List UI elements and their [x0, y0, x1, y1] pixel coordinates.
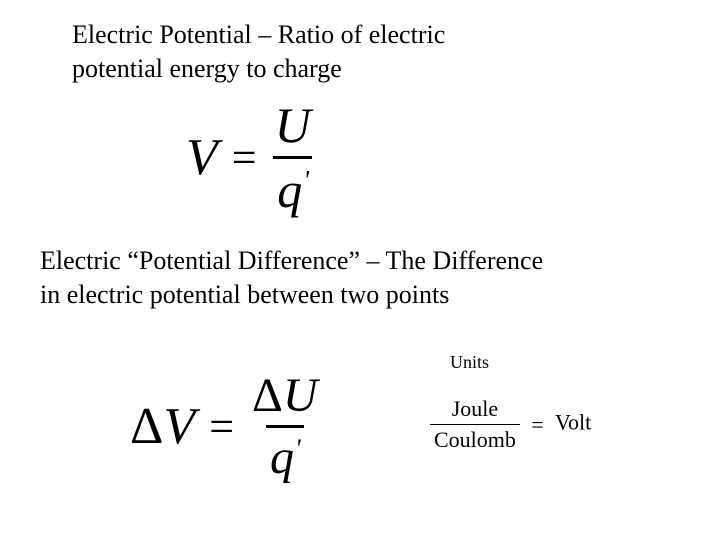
formula-fraction: U q' — [271, 96, 315, 219]
units-label: Units — [450, 352, 489, 373]
formula2-numerator: ΔU — [248, 368, 322, 425]
definition-line-2: potential energy to charge — [72, 54, 342, 83]
units-equation: Joule Coulomb = Volt — [430, 396, 591, 453]
formula-lhs: V — [186, 128, 218, 187]
units-fraction: Joule Coulomb — [430, 396, 520, 453]
formula2-lhs: ΔV — [130, 397, 195, 456]
units-numerator: Joule — [448, 396, 502, 424]
formula2-equals: = — [199, 401, 244, 452]
definition2-line-1: Electric “Potential Difference” – The Di… — [40, 246, 543, 275]
units-result: Volt — [555, 410, 591, 435]
definition-line-1: Electric Potential – Ratio of electric — [72, 20, 445, 49]
formula-numerator: U — [271, 96, 315, 156]
definition-potential-difference: Electric “Potential Difference” – The Di… — [40, 244, 680, 312]
formula-potential-difference: ΔV = ΔU q' — [130, 368, 322, 485]
units-denominator: Coulomb — [430, 424, 520, 453]
formula-denominator: q' — [273, 156, 312, 219]
formula-equals: = — [222, 132, 267, 183]
formula-potential: V = U q' — [186, 96, 315, 219]
definition2-line-2: in electric potential between two points — [40, 280, 449, 309]
formula2-fraction: ΔU q' — [248, 368, 322, 485]
units-equals: = — [525, 412, 549, 437]
formula2-denominator: q' — [266, 425, 304, 485]
definition-electric-potential: Electric Potential – Ratio of electric p… — [72, 18, 632, 86]
